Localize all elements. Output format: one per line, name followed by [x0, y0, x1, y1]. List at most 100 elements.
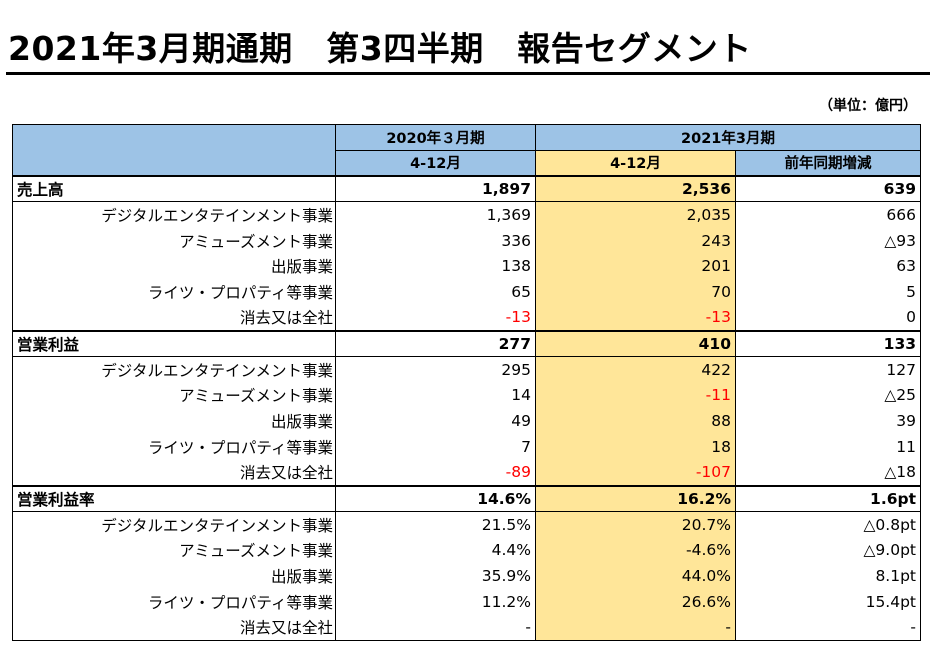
section-value-diff: 133: [734, 329, 922, 358]
row-value-diff: 0: [734, 305, 922, 332]
row-value-curr: -: [535, 614, 736, 641]
row-label: 出版事業: [12, 253, 336, 280]
row-value-curr: 20.7%: [535, 511, 736, 538]
row-label: ライツ・プロパティ等事業: [12, 588, 336, 615]
row-value-curr: 422: [535, 356, 736, 383]
section-value-prev: 1,897: [335, 175, 536, 203]
table-row: 出版事業 49 88 39: [12, 408, 922, 435]
table-row: デジタルエンタテインメント事業 1,369 2,035 666: [12, 201, 922, 228]
row-value-prev: 336: [335, 227, 536, 254]
row-label: デジタルエンタテインメント事業: [12, 356, 336, 383]
section-value-prev: 277: [335, 329, 536, 358]
table-row: アミューズメント事業 4.4% -4.6% △9.0pt: [12, 537, 922, 564]
table-row: 消去又は全社 - - -: [12, 614, 922, 641]
section-label: 売上高: [12, 175, 336, 203]
table-row: アミューズメント事業 14 -11 △25: [12, 382, 922, 409]
row-value-diff: 11: [734, 434, 922, 460]
row-value-curr: 26.6%: [535, 588, 736, 615]
header-row-periods: 4-12月 4-12月 前年同期増減: [13, 149, 922, 177]
section-label: 営業利益: [12, 329, 336, 358]
row-value-diff: 8.1pt: [734, 563, 922, 589]
row-value-diff: 39: [734, 408, 922, 435]
row-value-curr: 18: [535, 434, 736, 460]
row-value-diff: -: [734, 614, 922, 641]
row-value-curr: 201: [535, 253, 736, 280]
row-label: 消去又は全社: [12, 614, 336, 641]
header-yoy: 前年同期増減: [734, 149, 922, 177]
row-value-curr: 2,035: [535, 201, 736, 228]
row-label: デジタルエンタテインメント事業: [12, 511, 336, 538]
table-row: アミューズメント事業 336 243 △93: [12, 227, 922, 254]
row-value-curr: -11: [535, 382, 736, 409]
segment-table: 2020年３月期 2021年3月期 4-12月 4-12月 前年同期増減 売上高…: [12, 124, 922, 641]
table-row: デジタルエンタテインメント事業 21.5% 20.7% △0.8pt: [12, 511, 922, 538]
row-value-diff: △9.0pt: [734, 537, 922, 564]
row-value-curr: -4.6%: [535, 537, 736, 564]
row-value-diff: 127: [734, 356, 922, 383]
header-corner-cell: [12, 124, 336, 177]
row-value-prev: -13: [335, 305, 536, 332]
section-row: 営業利益率 14.6% 16.2% 1.6pt: [12, 484, 922, 512]
title-underline: [6, 72, 930, 75]
row-value-diff: △0.8pt: [734, 511, 922, 538]
row-label: アミューズメント事業: [12, 227, 336, 254]
header-period-prev: 4-12月: [335, 149, 536, 177]
section-value-curr: 16.2%: [535, 484, 736, 512]
row-value-curr: 44.0%: [535, 563, 736, 589]
row-label: 消去又は全社: [12, 305, 336, 332]
row-value-prev: 7: [335, 434, 536, 460]
row-label: デジタルエンタテインメント事業: [12, 201, 336, 228]
row-value-prev: 11.2%: [335, 588, 536, 615]
table-row: 消去又は全社 -13 -13 0: [12, 305, 922, 332]
header-period-curr: 4-12月: [535, 149, 736, 177]
row-value-curr: 70: [535, 279, 736, 306]
row-value-prev: 295: [335, 356, 536, 383]
table-row: 出版事業 35.9% 44.0% 8.1pt: [12, 563, 922, 589]
header-row-years: 2020年３月期 2021年3月期: [12, 124, 922, 177]
row-label: 出版事業: [12, 563, 336, 589]
unit-label: （単位：億円）: [819, 98, 917, 114]
table-row: ライツ・プロパティ等事業 11.2% 26.6% 15.4pt: [12, 588, 922, 615]
row-label: 消去又は全社: [12, 459, 336, 487]
row-value-diff: △93: [734, 227, 922, 254]
row-label: ライツ・プロパティ等事業: [12, 434, 336, 460]
row-value-prev: 1,369: [335, 201, 536, 228]
row-value-diff: 5: [734, 279, 922, 306]
header-year-prev: 2020年３月期: [335, 124, 536, 151]
row-value-prev: 21.5%: [335, 511, 536, 538]
row-value-prev: -89: [335, 459, 536, 487]
row-label: アミューズメント事業: [12, 537, 336, 564]
row-label: 出版事業: [12, 408, 336, 435]
row-value-prev: 14: [335, 382, 536, 409]
row-value-prev: 4.4%: [335, 537, 536, 564]
row-value-curr: 88: [535, 408, 736, 435]
section-value-diff: 1.6pt: [734, 484, 922, 512]
row-value-diff: 63: [734, 253, 922, 280]
row-label: アミューズメント事業: [12, 382, 336, 409]
row-value-prev: 49: [335, 408, 536, 435]
row-value-diff: 15.4pt: [734, 588, 922, 615]
table-row: ライツ・プロパティ等事業 65 70 5: [12, 279, 922, 306]
row-value-curr: -13: [535, 305, 736, 332]
table-row: 出版事業 138 201 63: [12, 253, 922, 280]
table-row: デジタルエンタテインメント事業 295 422 127: [12, 356, 922, 383]
section-label: 営業利益率: [12, 484, 336, 512]
row-value-prev: -: [335, 614, 536, 641]
row-value-diff: 666: [734, 201, 922, 228]
table-row: ライツ・プロパティ等事業 7 18 11: [12, 434, 922, 460]
row-value-diff: △25: [734, 382, 922, 409]
row-label: ライツ・プロパティ等事業: [12, 279, 336, 306]
row-value-prev: 35.9%: [335, 563, 536, 589]
row-value-prev: 138: [335, 253, 536, 280]
table-row: 消去又は全社 -89 -107 △18: [12, 459, 922, 487]
page-title: 2021年3月期通期 第3四半期 報告セグメント: [8, 29, 752, 68]
header-year-curr: 2021年3月期: [534, 124, 922, 151]
section-value-curr: 410: [535, 329, 736, 358]
row-value-curr: 243: [535, 227, 736, 254]
row-value-diff: △18: [734, 459, 922, 487]
section-value-diff: 639: [734, 175, 922, 203]
row-value-curr: -107: [535, 459, 736, 487]
section-value-prev: 14.6%: [335, 484, 536, 512]
section-value-curr: 2,536: [535, 175, 736, 203]
row-value-prev: 65: [335, 279, 536, 306]
